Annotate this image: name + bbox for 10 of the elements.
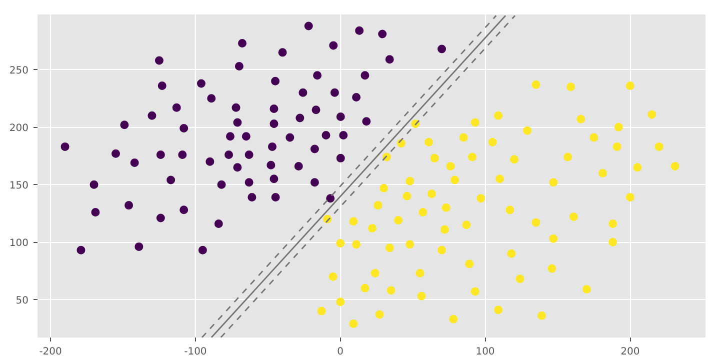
x-tick-label: 0 xyxy=(337,346,344,358)
y-tick-label: 50 xyxy=(16,296,29,307)
y-tick-label: 200 xyxy=(9,123,29,134)
y-tick-label: 100 xyxy=(9,238,29,250)
x-tick-label: 200 xyxy=(620,346,640,358)
y-tick-label: 150 xyxy=(9,180,29,192)
x-tick-label: -100 xyxy=(184,346,207,358)
x-tick-label: -200 xyxy=(39,346,62,358)
x-tick-label: 100 xyxy=(476,346,495,358)
y-tick-label: 250 xyxy=(9,66,29,77)
